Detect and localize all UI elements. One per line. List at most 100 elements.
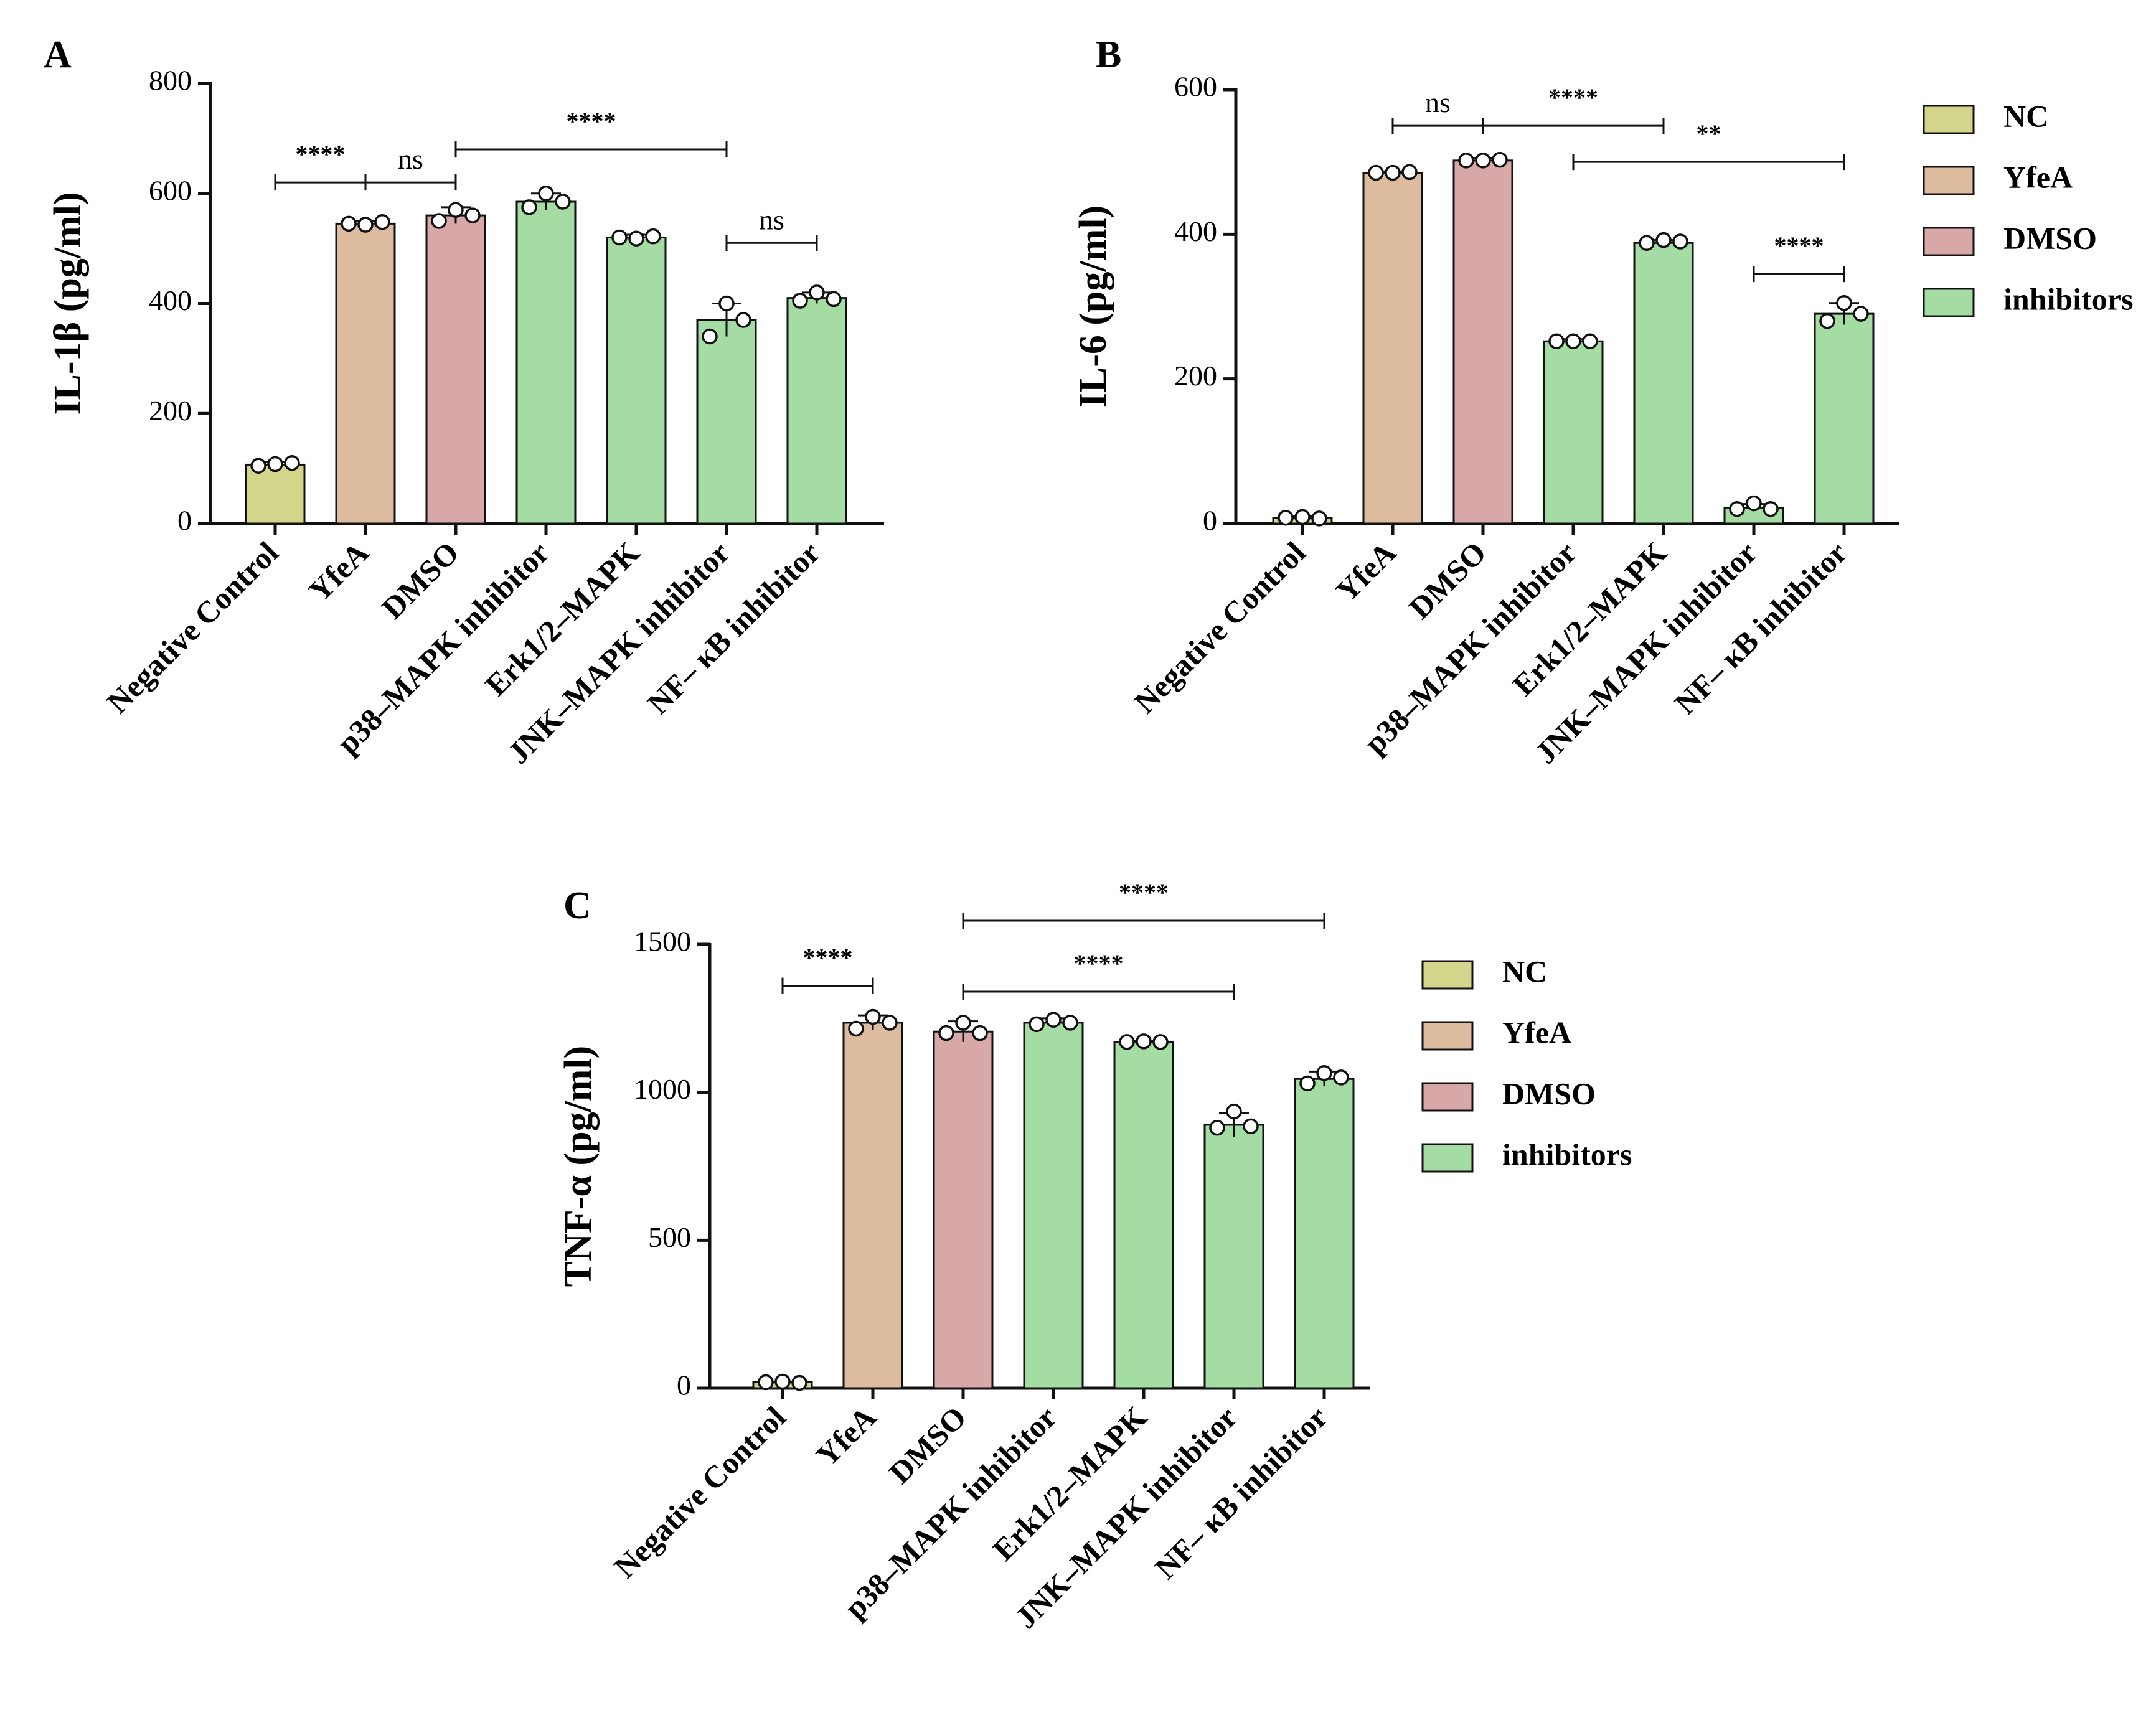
data-point-c — [1045, 1012, 1062, 1028]
data-point-a — [792, 293, 808, 309]
legend-label-b: DMSO — [2003, 220, 2097, 255]
bar-c — [1203, 1124, 1264, 1389]
panel-letter-c: C — [563, 885, 591, 927]
data-point-b — [1548, 333, 1565, 350]
data-point-c — [1062, 1015, 1078, 1031]
data-point-b — [1368, 164, 1384, 181]
data-point-b — [1492, 151, 1508, 168]
data-point-c — [774, 1373, 791, 1390]
category-label-c: NF– κB inhibitor — [1148, 1399, 1334, 1586]
data-point-b — [1401, 164, 1418, 181]
bar-c — [1113, 1041, 1174, 1389]
legend-label-b: inhibitors — [2003, 281, 2133, 316]
category-label-a: DMSO — [375, 535, 466, 626]
legend-swatch-c — [1421, 960, 1474, 990]
significance-label-a: **** — [567, 107, 616, 135]
category-label-a: Negative Control — [100, 535, 285, 720]
data-point-a — [702, 328, 718, 345]
data-point-b — [1294, 509, 1311, 525]
category-label-b: YfeA — [1329, 535, 1403, 608]
y-tick-label-c: 1500 — [634, 926, 691, 957]
bar-a — [606, 236, 667, 525]
significance-label-b: ns — [1425, 87, 1451, 118]
data-point-c — [1209, 1119, 1225, 1136]
legend-swatch-c — [1421, 1143, 1474, 1173]
data-point-a — [826, 291, 842, 308]
category-label-c: Negative Control — [608, 1399, 793, 1584]
data-point-c — [1333, 1069, 1349, 1086]
y-tick-label-c: 500 — [648, 1221, 691, 1253]
data-point-a — [555, 194, 571, 210]
data-point-a — [645, 228, 661, 245]
y-tick-label-b: 200 — [1174, 360, 1217, 392]
data-point-c — [1243, 1118, 1259, 1135]
legend-C: NC YfeA DMSO inhibitors — [1421, 954, 1632, 1173]
data-point-b — [1565, 333, 1581, 350]
data-point-b — [1458, 153, 1474, 169]
bar-b — [1633, 242, 1694, 525]
category-label-a: NF– κB inhibitor — [641, 535, 827, 721]
y-tick-label-b: 400 — [1174, 215, 1217, 247]
legend-label-b: YfeA — [2003, 159, 2073, 194]
significance-label-c: **** — [803, 944, 853, 972]
data-point-c — [1119, 1034, 1135, 1050]
significance-label-b: **** — [1774, 232, 1824, 260]
y-tick-label-a: 600 — [149, 174, 192, 206]
bar-a — [786, 297, 847, 525]
bar-c — [933, 1030, 994, 1389]
significance-label-c: **** — [1119, 878, 1169, 906]
bar-a — [425, 214, 486, 525]
panel-B: B IL-6 (pg/ml) 0 200 400 600 Negative Control Y… — [1072, 34, 1899, 771]
legend-swatch-b — [1923, 105, 1975, 134]
data-point-c — [1316, 1065, 1332, 1081]
data-point-a — [611, 229, 628, 246]
y-axis-label-c: TNF-α (pg/ml) — [557, 1046, 600, 1287]
panel-C: C TNF-α (pg/ml) 0 500 1000 1500 Negative Contr… — [557, 878, 1370, 1635]
y-tick-label-a: 0 — [177, 505, 192, 537]
legend-swatch-b — [1923, 166, 1975, 195]
significance-label-c: **** — [1074, 949, 1124, 977]
legend-label-c: YfeA — [1502, 1015, 1571, 1050]
data-point-b — [1853, 306, 1869, 322]
y-tick-label-a: 800 — [149, 65, 192, 96]
y-tick-label-c: 1000 — [634, 1073, 691, 1105]
legend-swatch-c — [1421, 1021, 1474, 1051]
data-point-b — [1672, 233, 1688, 250]
bar-c — [1294, 1078, 1355, 1389]
data-point-c — [1152, 1034, 1169, 1050]
data-point-a — [431, 213, 447, 229]
legend-B: NC YfeA DMSO inhibitors — [1923, 98, 2133, 317]
legend-label-c: inhibitors — [1502, 1137, 1632, 1172]
data-point-b — [1311, 510, 1327, 527]
data-point-a — [718, 295, 735, 312]
data-point-b — [1836, 294, 1852, 311]
bar-b — [1362, 172, 1423, 525]
bar-c — [1023, 1022, 1084, 1389]
data-point-c — [938, 1025, 954, 1041]
data-point-c — [972, 1025, 988, 1041]
data-point-b — [1385, 164, 1401, 181]
legend-swatch-b — [1923, 288, 1975, 317]
data-point-b — [1639, 235, 1655, 251]
data-point-a — [250, 458, 266, 474]
data-point-c — [1299, 1075, 1316, 1092]
significance-label-a: **** — [296, 140, 346, 168]
bar-b — [1452, 159, 1513, 525]
category-label-b: Negative Control — [1127, 535, 1312, 720]
data-point-a — [341, 215, 357, 232]
category-label-a: Erk1/2–MAPK — [478, 535, 646, 702]
y-tick-label-c: 0 — [677, 1369, 691, 1401]
legend-swatch-c — [1421, 1082, 1474, 1112]
data-point-c — [882, 1015, 898, 1031]
data-point-a — [357, 217, 374, 233]
legend-label-c: NC — [1502, 954, 1547, 989]
data-point-b — [1278, 509, 1294, 526]
data-point-c — [865, 1008, 881, 1025]
data-point-b — [1582, 333, 1598, 350]
data-point-b — [1729, 501, 1745, 517]
data-point-a — [267, 456, 283, 472]
data-point-a — [809, 284, 825, 301]
data-point-a — [464, 207, 481, 223]
category-label-a: YfeA — [302, 535, 375, 608]
panel-letter-a: A — [44, 34, 72, 76]
